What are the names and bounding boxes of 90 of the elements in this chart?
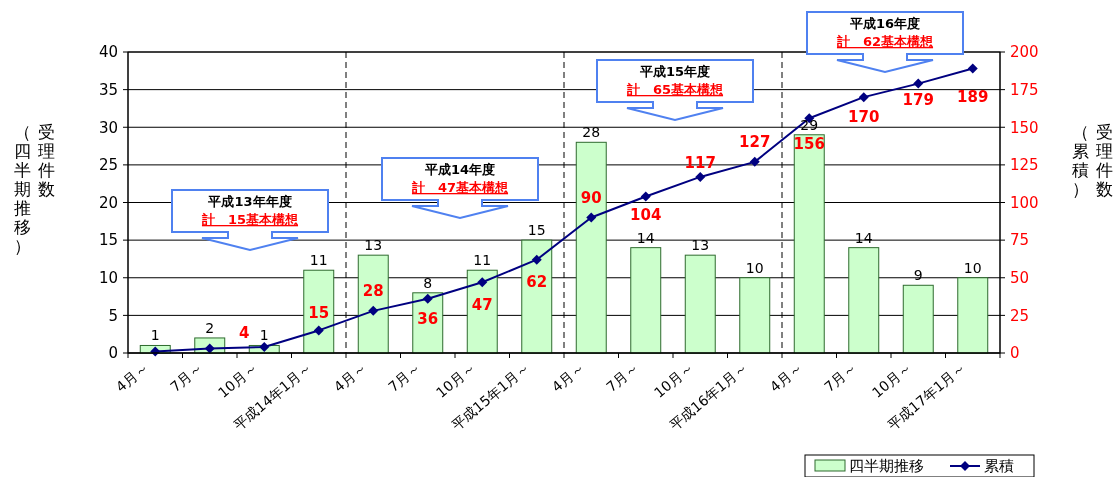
legend-label: 累積 [984,457,1014,475]
x-tick-label: 10月～ [868,359,915,401]
data-label: 11 [309,252,328,269]
data-label: 15 [308,303,330,322]
data-label: 47 [471,295,493,314]
annotation: 平成14年度 [423,162,496,177]
data-label: 2 [205,319,215,336]
data-label: 127 [739,133,771,152]
annotation: 計 47基本構想 [410,180,510,195]
point [531,254,542,265]
y-tick-label: 25 [98,156,118,175]
x-tick-label: 4月～ [766,359,806,396]
x-tick-label: 4月～ [548,359,588,396]
x-tick-label: 7月～ [167,359,206,396]
bar [684,254,716,354]
data-label: 189 [957,87,989,106]
data-label: 15 [527,222,546,239]
bar [848,247,880,354]
y-tick-label: 40 [98,43,118,62]
text: 平成16年度 [848,16,921,31]
y2-tick-label: 50 [1010,269,1030,287]
point [586,212,597,223]
annotation: 平成15年度 [638,64,711,79]
bar [902,284,934,354]
point [967,63,978,74]
data-label: 10 [745,259,764,276]
point [477,277,488,288]
bar [575,141,607,354]
bar [793,134,825,354]
point [913,78,924,89]
y2-tick-label: 200 [1010,43,1039,62]
x-tick-label: 7月～ [385,359,424,396]
bar [521,239,553,354]
y2-tick-label: 150 [1010,118,1039,137]
y-tick-label: 15 [98,231,118,250]
data-label: 13 [364,237,383,254]
y-tick-label: 30 [98,118,118,137]
data-label: 10 [963,259,982,276]
annotation: 計 15基本構想 [200,212,300,227]
point [749,156,760,167]
y2-tick-label: 175 [1010,80,1039,99]
y2-tick-label: 25 [1010,306,1030,325]
data-label: 170 [848,108,880,127]
data-label: 1 [150,327,160,344]
bar [357,254,389,354]
data-label: 28 [582,124,601,141]
x-tick-label: 10月～ [432,359,479,401]
legend-label: 四半期推移 [849,457,924,475]
text: 計 62基本構想 [835,34,935,49]
point [259,341,270,352]
x-tick-label: 7月～ [603,359,642,396]
data-label: 13 [691,237,710,254]
y-tick-label: 10 [98,269,118,287]
point [695,171,706,182]
point [640,191,651,202]
data-label: 156 [793,135,825,154]
data-label: 4 [239,324,250,343]
bar [630,247,662,354]
data-label: 62 [526,272,548,291]
bar [303,269,335,354]
annotation: 計 65基本構想 [625,82,725,97]
text: 受理件数（累積） [1071,122,1113,200]
bar [739,277,771,354]
bar [466,269,498,354]
bar [957,277,989,354]
annotation: 平成13年年度 [207,194,292,209]
data-label: 11 [473,252,492,269]
data-label: 1 [259,327,269,344]
y-tick-label: 35 [98,80,118,99]
x-tick-label: 7月～ [821,359,860,396]
y2-tick-label: 125 [1010,156,1039,175]
y2-tick-label: 75 [1010,231,1030,250]
data-label: 179 [902,90,934,109]
y2-tick-label: 0 [1010,344,1020,363]
y-tick-label: 5 [108,306,118,325]
text: 受理件数（四半期推移） [13,122,55,257]
y-tick-label: 20 [98,193,118,212]
data-label: 8 [423,274,433,291]
y2-tick-label: 100 [1010,193,1039,212]
data-label: 28 [362,282,384,301]
data-label: 36 [417,310,439,329]
data-label: 90 [580,188,602,207]
point [858,92,869,103]
data-label: 104 [630,205,662,224]
point [313,325,324,336]
point [368,305,379,316]
x-tick-label: 4月～ [330,359,370,396]
x-tick-label: 10月～ [650,359,697,401]
point [422,293,433,304]
x-tick-label: 10月～ [214,359,261,401]
